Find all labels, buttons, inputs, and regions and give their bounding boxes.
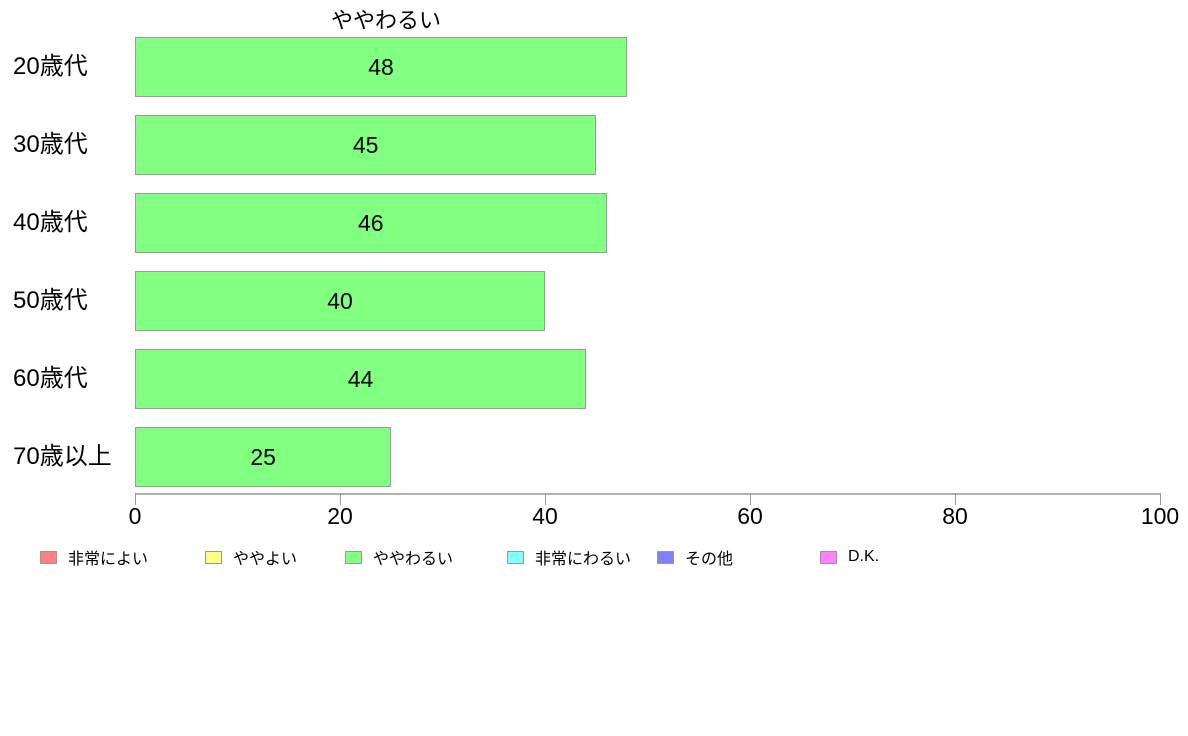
bar [135, 193, 607, 253]
bar-value-label: 46 [357, 210, 384, 236]
bar-value-label: 48 [368, 54, 394, 80]
x-axis-tick-label: 80 [942, 503, 968, 529]
bar-value-label: 40 [327, 288, 353, 314]
bar [135, 37, 627, 97]
legend-swatch [40, 550, 57, 564]
legend-item-label: D.K. [848, 548, 880, 565]
x-axis-tick-label: 0 [128, 503, 142, 529]
legend-item: ややわるい [345, 548, 454, 568]
legend-item-label: ややよい [233, 551, 298, 568]
legend-swatch [507, 550, 524, 564]
legend-item: その他 [657, 548, 734, 568]
legend-item-label: 非常にわるい [535, 551, 632, 568]
legend-swatch [657, 550, 674, 564]
bar [135, 427, 392, 487]
x-axis-tick [545, 493, 546, 505]
x-axis-line [135, 493, 1161, 495]
bar-value-label: 45 [352, 132, 379, 158]
category-label: 20歳代 [13, 53, 88, 80]
x-axis-tick-label: 20 [327, 503, 353, 529]
bar-value-label: 44 [347, 366, 374, 392]
legend-item-label: 非常によい [68, 551, 149, 568]
legend-item: D.K. [820, 548, 879, 566]
legend-swatch [345, 550, 362, 564]
legend-swatch [820, 550, 837, 564]
legend-item: 非常によい [40, 548, 149, 568]
x-axis-tick-label: 40 [532, 503, 558, 529]
bar [135, 349, 586, 409]
category-label: 30歳代 [13, 131, 88, 158]
category-label: 70歳以上 [13, 443, 112, 470]
x-axis-tick [135, 493, 136, 505]
legend: 非常によい ややよい ややわるい 非常にわるい その他 D.K. [0, 548, 1188, 568]
bar [135, 115, 597, 175]
category-label: 40歳代 [13, 209, 88, 236]
legend-item: 非常にわるい [507, 548, 632, 568]
bar-value-label: 25 [250, 444, 276, 470]
x-axis-tick [1160, 493, 1161, 505]
x-axis-tick [750, 493, 751, 505]
category-label: 60歳代 [13, 365, 88, 392]
legend-swatch [205, 550, 222, 564]
legend-item: ややよい [205, 548, 298, 568]
bar [135, 271, 545, 331]
x-axis-tick-label: 60 [737, 503, 763, 529]
chart-title: ややわるい [330, 8, 441, 33]
legend-item-label: ややわるい [373, 551, 454, 568]
x-axis-tick [955, 493, 956, 505]
category-label: 50歳代 [13, 287, 88, 314]
legend-item-label: その他 [685, 551, 734, 568]
x-axis-tick [340, 493, 341, 505]
x-axis-tick-label: 100 [1140, 503, 1180, 529]
